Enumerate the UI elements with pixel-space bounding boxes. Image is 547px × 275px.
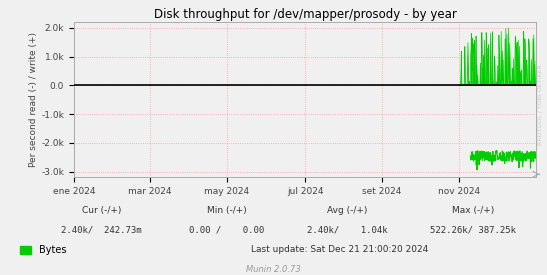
Text: Munin 2.0.73: Munin 2.0.73 — [246, 265, 301, 274]
Text: Last update: Sat Dec 21 21:00:20 2024: Last update: Sat Dec 21 21:00:20 2024 — [251, 245, 428, 254]
Text: Cur (-/+): Cur (-/+) — [82, 206, 121, 215]
Title: Disk throughput for /dev/mapper/prosody - by year: Disk throughput for /dev/mapper/prosody … — [154, 8, 456, 21]
Text: RRDTOOL / TOBI OETIKER: RRDTOOL / TOBI OETIKER — [538, 64, 543, 145]
Text: Max (-/+): Max (-/+) — [452, 206, 494, 215]
Text: 0.00 /    0.00: 0.00 / 0.00 — [189, 226, 265, 234]
Text: 2.40k/  242.73m: 2.40k/ 242.73m — [61, 226, 142, 234]
Text: Avg (-/+): Avg (-/+) — [327, 206, 368, 215]
Y-axis label: Per second read (-) / write (+): Per second read (-) / write (+) — [30, 32, 38, 167]
Text: Min (-/+): Min (-/+) — [207, 206, 247, 215]
Text: 522.26k/ 387.25k: 522.26k/ 387.25k — [430, 226, 516, 234]
Text: 2.40k/    1.04k: 2.40k/ 1.04k — [307, 226, 388, 234]
Legend: Bytes: Bytes — [16, 241, 71, 259]
